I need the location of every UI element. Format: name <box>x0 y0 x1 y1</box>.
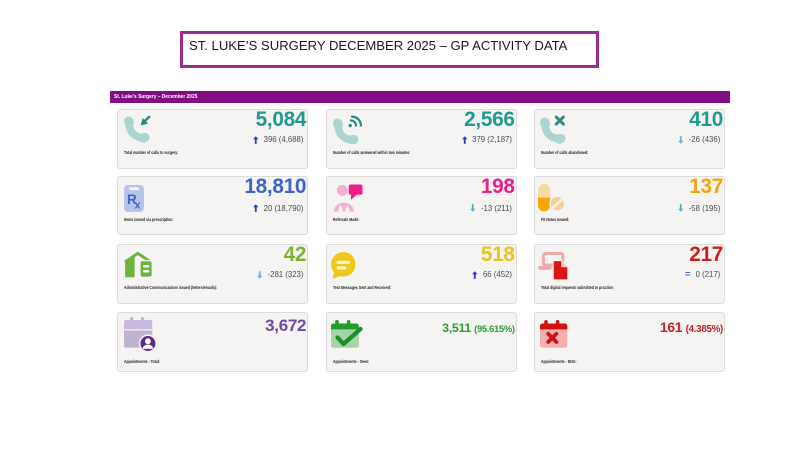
svg-text:R: R <box>127 192 137 207</box>
svg-text:x: x <box>135 200 142 212</box>
